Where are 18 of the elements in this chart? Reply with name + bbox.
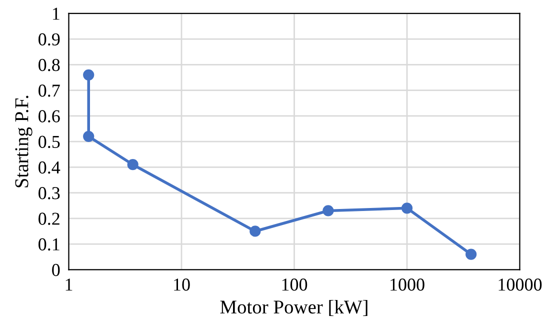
y-tick-label: 0.2 <box>38 212 60 225</box>
y-tick-label: 0.7 <box>38 84 60 97</box>
x-axis-title: Motor Power [kW] <box>220 300 368 316</box>
y-tick-label: 0.8 <box>38 58 60 72</box>
y-tick-label: 0.6 <box>38 110 60 122</box>
y-tick-label: 0.5 <box>38 136 60 148</box>
x-tick-label: 10 <box>174 278 190 291</box>
y-tick-label: 1 <box>52 8 60 20</box>
x-tick-label: 100 <box>282 278 308 291</box>
y-tick-label: 0.3 <box>38 187 60 200</box>
y-axis-title: Starting P.F. <box>15 96 32 188</box>
y-tick-label: 0.4 <box>38 161 60 174</box>
x-tick-label: 10000 <box>498 278 542 291</box>
y-tick-label: 0.9 <box>38 33 60 46</box>
y-tick-label: 0 <box>52 264 60 276</box>
x-tick-label: 1 <box>66 278 72 291</box>
y-tick-label: 0.1 <box>38 238 60 251</box>
x-tick-label: 1000 <box>390 278 424 291</box>
